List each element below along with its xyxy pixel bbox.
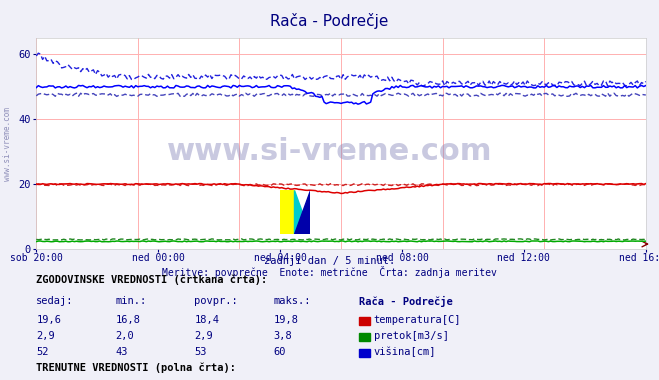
Text: 16,8: 16,8 [115, 315, 140, 325]
Text: 2,9: 2,9 [194, 331, 213, 340]
Text: Meritve: povprečne  Enote: metrične  Črta: zadnja meritev: Meritve: povprečne Enote: metrične Črta:… [162, 266, 497, 278]
Text: 43: 43 [115, 347, 128, 356]
Text: TRENUTNE VREDNOSTI (polna črta):: TRENUTNE VREDNOSTI (polna črta): [36, 363, 236, 373]
Text: povpr.:: povpr.: [194, 296, 238, 306]
Text: 53: 53 [194, 347, 207, 356]
Bar [280, 190, 295, 234]
Text: višina[cm]: višina[cm] [374, 347, 436, 357]
Text: 2,9: 2,9 [36, 331, 55, 340]
Text: 19,6: 19,6 [36, 315, 61, 325]
Text: 19,8: 19,8 [273, 315, 299, 325]
Text: www.si-vreme.com: www.si-vreme.com [167, 138, 492, 166]
Text: sedaj:: sedaj: [36, 296, 74, 306]
Text: 60: 60 [273, 347, 286, 356]
Polygon shape [295, 190, 310, 234]
Text: 3,8: 3,8 [273, 331, 292, 340]
Text: Rača - Podrečje: Rača - Podrečje [270, 13, 389, 29]
Text: zadnji dan / 5 minut.: zadnji dan / 5 minut. [264, 256, 395, 266]
Text: 18,4: 18,4 [194, 315, 219, 325]
Text: min.:: min.: [115, 296, 146, 306]
Text: Rača - Podrečje: Rača - Podrečje [359, 296, 453, 307]
Text: maks.:: maks.: [273, 296, 311, 306]
Text: ZGODOVINSKE VREDNOSTI (črtkana črta):: ZGODOVINSKE VREDNOSTI (črtkana črta): [36, 274, 268, 285]
Text: 52: 52 [36, 347, 49, 356]
Text: 2,0: 2,0 [115, 331, 134, 340]
Text: temperatura[C]: temperatura[C] [374, 315, 461, 325]
Text: pretok[m3/s]: pretok[m3/s] [374, 331, 449, 340]
Text: www.si-vreme.com: www.si-vreme.com [3, 108, 13, 181]
Polygon shape [295, 190, 310, 234]
